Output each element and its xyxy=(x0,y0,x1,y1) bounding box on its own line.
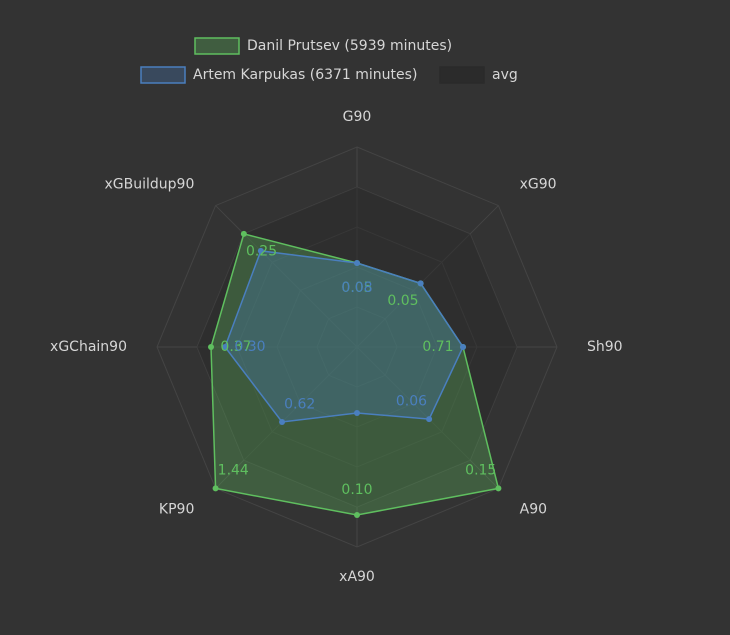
series-1-point-a90[interactable] xyxy=(426,416,433,423)
value-label-1-xgchain90: 0.30 xyxy=(234,339,265,355)
series-0-point-xgbuildup90[interactable] xyxy=(240,230,247,237)
axis-label-sh90: Sh90 xyxy=(587,339,623,355)
value-label-0-sh90: 0.71 xyxy=(422,339,453,355)
legend-swatch-1[interactable] xyxy=(140,66,186,84)
series-0-point-xa90[interactable] xyxy=(354,512,360,518)
legend: Danil Prutsev (5939 minutes) Artem Karpuk… xyxy=(140,37,518,84)
legend-swatch-0[interactable] xyxy=(194,37,240,55)
value-label-1-g90: 0.08 xyxy=(341,280,372,296)
axis-label-xa90: xA90 xyxy=(339,569,375,585)
legend-label-0[interactable]: Danil Prutsev (5939 minutes) xyxy=(247,38,452,54)
series-0-point-xgchain90[interactable] xyxy=(208,344,214,350)
axis-label-xg90: xG90 xyxy=(520,176,557,192)
series-area-2 xyxy=(197,187,517,507)
axis-label-xgbuildup90: xGBuildup90 xyxy=(105,176,195,192)
legend-label-1[interactable]: Artem Karpukas (6371 minutes) xyxy=(193,67,417,83)
value-label-0-xa90: 0.10 xyxy=(341,482,372,498)
legend-label-2[interactable]: avg xyxy=(492,67,518,83)
series-1-point-g90[interactable] xyxy=(354,260,360,266)
grid-spoke-kp90 xyxy=(215,346,358,489)
series-1-point-xgbuildup90[interactable] xyxy=(257,247,264,254)
value-label-0-kp90: 1.44 xyxy=(218,463,249,479)
radar-series xyxy=(197,187,517,518)
axis-label-xgchain90: xGChain90 xyxy=(50,339,127,355)
series-0-point-a90[interactable] xyxy=(495,485,502,492)
value-label-0-xg90: 0.05 xyxy=(387,293,418,309)
series-1-point-kp90[interactable] xyxy=(279,418,286,425)
grid-spoke-xgbuildup90 xyxy=(215,205,358,348)
value-label-1-kp90: 0.62 xyxy=(284,396,315,412)
series-1-point-xa90[interactable] xyxy=(354,410,360,416)
legend-swatch-2[interactable] xyxy=(439,66,485,84)
value-label-0-xgbuildup90: 0.25 xyxy=(246,244,277,260)
axis-label-g90: G90 xyxy=(343,109,372,125)
value-label-0-g90: 0.05 xyxy=(341,280,372,296)
grid-spoke-xg90 xyxy=(356,205,499,348)
axis-labels: G90 xG90 Sh90 A90 xA90 KP90 xGChain90 xGBuildup… xyxy=(50,109,623,585)
axis-label-kp90: KP90 xyxy=(159,502,194,518)
axis-label-a90: A90 xyxy=(520,502,547,518)
series-1-point-xgchain90[interactable] xyxy=(222,344,228,350)
value-label-1-a90: 0.06 xyxy=(396,393,427,409)
value-label-0-xgchain90: 0.37 xyxy=(220,339,251,355)
series-1-point-xg90[interactable] xyxy=(417,280,424,287)
value-label-0-a90: 0.15 xyxy=(465,463,496,479)
radar-grid xyxy=(156,146,558,548)
series-0-point-kp90[interactable] xyxy=(212,485,219,492)
value-labels: 0.05 0.05 0.71 0.15 0.10 1.44 0.37 0.25 0.08 0.06… xyxy=(218,244,497,498)
series-1-point-sh90[interactable] xyxy=(460,344,466,350)
